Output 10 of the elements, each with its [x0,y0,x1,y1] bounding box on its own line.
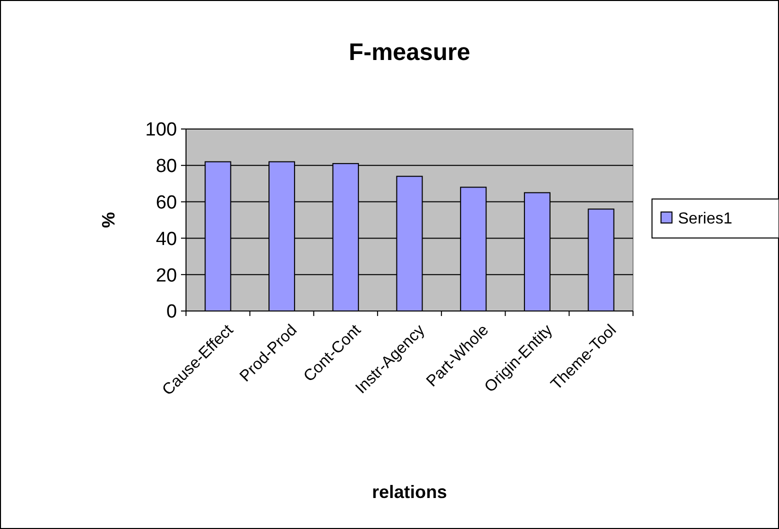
y-tick-label: 60 [156,192,177,214]
x-axis-title: relations [372,482,448,502]
y-tick-label: 40 [156,228,177,250]
y-tick-label: 20 [156,265,177,286]
y-tick-label: 0 [166,302,177,323]
y-tick-label: 80 [156,156,177,178]
y-axis-title: % [98,212,118,228]
y-tick-label: 100 [145,120,177,141]
chart-title: F-measure [348,39,470,66]
legend-label: Series1 [678,210,732,228]
